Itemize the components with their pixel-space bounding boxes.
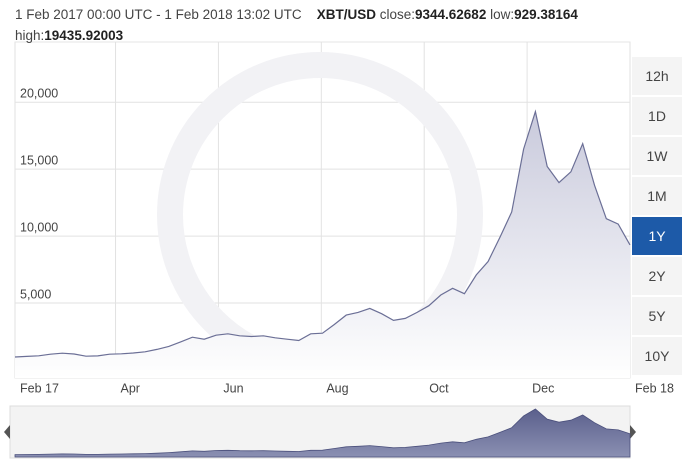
range-button[interactable]: 1Y xyxy=(632,217,682,257)
x-tick-label: Feb 17 xyxy=(20,381,59,395)
range-button[interactable]: 1M xyxy=(632,177,682,217)
range-button[interactable]: 2Y xyxy=(632,257,682,297)
line xyxy=(14,109,631,358)
x-tick-label: Oct xyxy=(429,381,449,395)
date-range: 1 Feb 2017 00:00 UTC - 1 Feb 2018 13:02 … xyxy=(15,7,302,22)
navigator-handle[interactable] xyxy=(630,425,636,439)
value: 929.38164 xyxy=(514,7,578,22)
label: high: xyxy=(15,28,45,43)
label: low: xyxy=(490,7,515,22)
x-tick-label: Apr xyxy=(121,381,140,395)
y-tick-label: 5,000 xyxy=(20,287,51,301)
navigator-area xyxy=(14,408,631,458)
x-tick-label: Feb 18 xyxy=(635,381,674,395)
range-button[interactable]: 1W xyxy=(632,137,682,177)
navigator-handle[interactable] xyxy=(4,425,10,439)
label: close: xyxy=(379,7,415,22)
range-button[interactable]: 12h xyxy=(632,57,682,97)
x-tick-label: Dec xyxy=(532,381,554,395)
area xyxy=(15,111,630,378)
y-tick-label: 15,000 xyxy=(20,153,58,167)
x-tick-label: Jun xyxy=(223,381,243,395)
header: 1 Feb 2017 00:00 UTC - 1 Feb 2018 13:02 … xyxy=(15,4,635,46)
range-button[interactable]: 10Y xyxy=(632,337,682,377)
range-button[interactable]: 5Y xyxy=(632,297,682,337)
x-tick-label: Aug xyxy=(326,381,348,395)
y-tick-label: 20,000 xyxy=(20,87,58,101)
value: 9344.62682 xyxy=(415,7,487,22)
pair: XBT/USD xyxy=(316,7,376,22)
range-button[interactable]: 1D xyxy=(632,97,682,137)
value: 19435.92003 xyxy=(44,28,124,43)
y-tick-label: 10,000 xyxy=(20,220,58,234)
